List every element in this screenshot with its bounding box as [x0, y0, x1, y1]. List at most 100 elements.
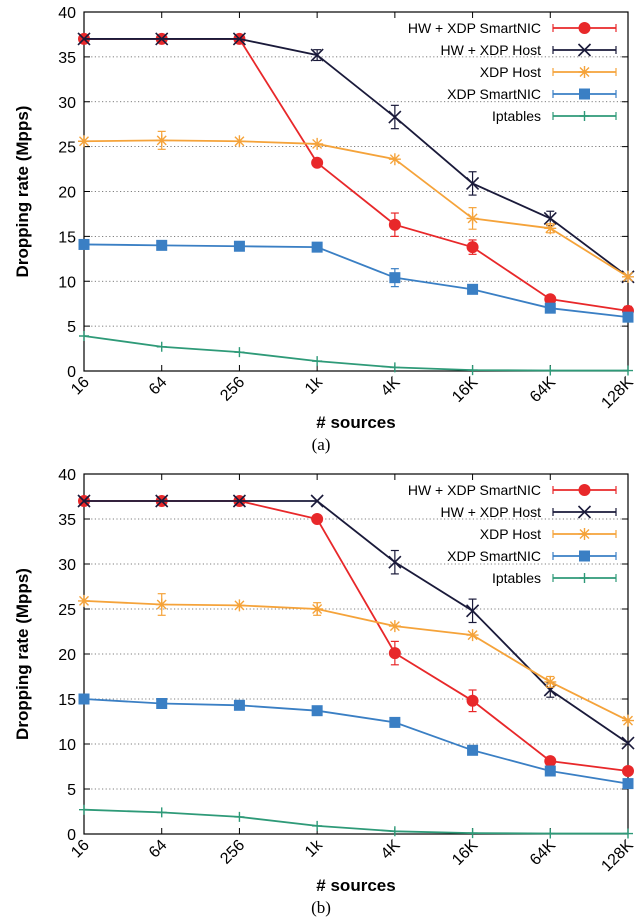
series-line	[83, 335, 628, 372]
data-point	[388, 153, 401, 166]
series-3	[78, 238, 634, 323]
x-tick-label: 256	[217, 374, 248, 405]
data-point	[466, 604, 480, 618]
data-point	[622, 270, 634, 283]
data-point	[621, 736, 635, 750]
series-line	[83, 600, 629, 722]
legend-label: HW + XDP Host	[441, 42, 542, 58]
legend-marker	[579, 573, 590, 583]
y-tick-label: 10	[58, 274, 76, 291]
series-line	[84, 38, 629, 278]
series-4	[79, 330, 633, 376]
data-point	[78, 238, 90, 250]
y-tick-label: 25	[58, 602, 76, 619]
data-point	[545, 828, 556, 839]
legend-label: HW + XDP SmartNIC	[408, 20, 541, 36]
x-tick-label: 64	[146, 837, 171, 862]
data-point	[622, 778, 634, 790]
data-point	[467, 744, 479, 756]
y-tick-label: 25	[58, 140, 76, 157]
y-axis-title: Dropping rate (Mpps)	[13, 106, 32, 278]
series-line	[84, 500, 629, 772]
data-point	[232, 494, 246, 508]
legend-marker	[577, 43, 592, 57]
data-point	[233, 599, 246, 612]
legend-label: HW + XDP Host	[441, 504, 542, 520]
y-tick-label: 35	[58, 50, 76, 67]
data-point	[232, 32, 246, 46]
series-3	[78, 693, 634, 790]
data-point	[155, 494, 169, 508]
data-point	[234, 347, 245, 358]
legend-marker	[577, 505, 592, 519]
y-tick-label: 15	[58, 692, 76, 709]
y-tick-label: 15	[58, 229, 76, 246]
data-point	[77, 494, 91, 508]
legend-label: HW + XDP SmartNIC	[408, 482, 541, 498]
data-point	[623, 828, 633, 839]
data-point	[311, 705, 323, 717]
legend-label: XDP SmartNIC	[447, 548, 541, 564]
x-tick-label: 128K	[598, 374, 637, 413]
data-point	[233, 135, 246, 148]
data-point	[622, 311, 634, 323]
data-point	[155, 598, 168, 611]
legend-marker	[578, 484, 591, 496]
data-point	[79, 804, 89, 815]
data-point	[466, 241, 479, 254]
data-point	[233, 699, 245, 711]
y-tick-label: 0	[67, 827, 76, 844]
data-point	[466, 694, 479, 707]
data-point	[311, 241, 323, 253]
legend-marker	[578, 22, 591, 34]
data-point	[466, 629, 479, 642]
x-tick-label: 1k	[302, 373, 327, 398]
legend-label: XDP Host	[480, 526, 541, 542]
y-tick-label: 20	[58, 185, 76, 202]
data-point	[544, 675, 557, 688]
data-point	[311, 513, 324, 525]
data-point	[156, 698, 168, 709]
data-point	[310, 494, 324, 508]
x-axis-title: # sources	[316, 876, 395, 895]
data-point	[544, 302, 556, 314]
x-tick-label: 64	[146, 374, 171, 399]
data-point	[544, 755, 557, 768]
data-point	[155, 134, 168, 147]
series-1	[77, 494, 635, 750]
data-point	[389, 716, 401, 728]
x-tick-label: 64K	[527, 374, 559, 406]
data-point	[467, 828, 478, 839]
legend-marker	[578, 528, 591, 540]
legend-marker	[579, 550, 590, 562]
legend-marker	[578, 66, 591, 78]
legend: HW + XDP SmartNIC HW + XDP Host XDP Host XD…	[408, 20, 617, 124]
y-tick-label: 5	[67, 319, 76, 336]
y-tick-label: 30	[58, 557, 76, 574]
y-tick-label: 40	[58, 467, 76, 484]
legend: HW + XDP SmartNIC HW + XDP Host XDP Host XD…	[408, 482, 617, 586]
series-2	[78, 130, 634, 283]
legend-label: XDP Host	[480, 64, 541, 80]
series-4	[79, 804, 633, 839]
data-point	[466, 212, 479, 225]
legend-label: XDP SmartNIC	[447, 86, 541, 102]
x-tick-label: 64K	[527, 837, 559, 869]
series-line	[84, 500, 629, 744]
y-axis-title: Dropping rate (Mpps)	[13, 568, 32, 740]
series-0	[78, 32, 634, 317]
data-point	[544, 765, 556, 777]
data-point	[310, 48, 324, 62]
series-0	[78, 495, 634, 777]
x-tick-label: 256	[217, 837, 248, 868]
data-point	[311, 137, 324, 150]
data-point	[311, 603, 324, 615]
x-tick-label: 4K	[378, 374, 404, 400]
data-point	[466, 176, 480, 190]
data-point	[233, 240, 245, 252]
y-tick-label: 0	[67, 364, 76, 381]
series-line	[83, 243, 629, 319]
data-point	[623, 365, 633, 376]
